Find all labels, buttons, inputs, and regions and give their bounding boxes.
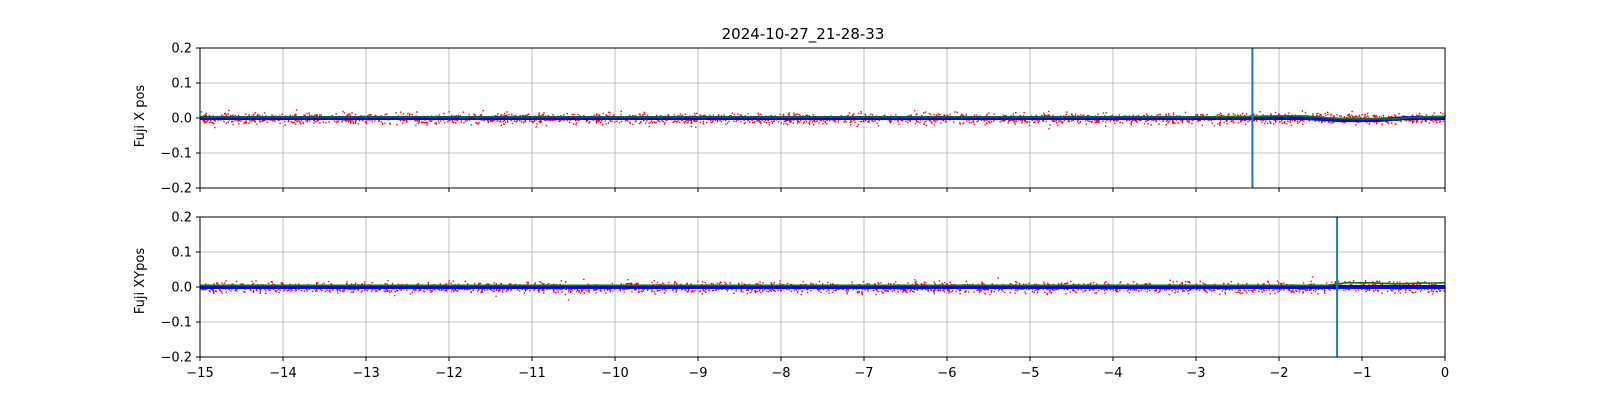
blue-band-line xyxy=(200,116,1445,123)
yticks-bottom: −0.2 −0.1 0.0 0.1 0.2 xyxy=(160,211,200,366)
x-tick-label: −5 xyxy=(1020,366,1039,381)
x-tick-label: −15 xyxy=(186,366,213,381)
x-tick-label: −8 xyxy=(771,366,790,381)
x-tick-label: −1 xyxy=(1352,366,1371,381)
chart-title: 2024-10-27_21-28-33 xyxy=(722,25,885,44)
green-trend-line xyxy=(200,115,1446,120)
xticks-top xyxy=(199,188,1446,192)
y-tick-label: −0.1 xyxy=(160,147,192,162)
scatter-top xyxy=(200,109,1447,130)
green-trend-line xyxy=(200,282,1446,287)
x-tick-label: −4 xyxy=(1103,366,1122,381)
y-tick-label: 0.1 xyxy=(171,77,192,92)
red-scatter-points xyxy=(200,109,1447,130)
x-tick-label: −13 xyxy=(352,366,379,381)
ylabel-top: Fuji X pos xyxy=(133,85,148,148)
y-tick-label: 0.2 xyxy=(171,42,192,57)
panel-fuji-xypos: −0.2−0.10.00.10.2 −15 −14 −13 −12 −11 −10 −9 −8… xyxy=(133,211,1449,382)
x-tick-label: −11 xyxy=(518,366,545,381)
yticks-top: −0.2 −0.1 0.0 0.1 0.2 xyxy=(160,42,200,197)
y-tick-label: 0.1 xyxy=(171,246,192,261)
x-tick-label: −9 xyxy=(688,366,707,381)
lines-bottom xyxy=(200,282,1446,289)
x-tick-label: −2 xyxy=(1269,366,1288,381)
x-tick-label: −12 xyxy=(435,366,462,381)
x-tick-label: 0 xyxy=(1441,366,1449,381)
y-tick-label: −0.1 xyxy=(160,316,192,331)
y-tick-label: 0.0 xyxy=(171,112,192,127)
xticks-bottom: −15 −14 −13 −12 −11 −10 −9 −8 −7 −6 −5 −4 −3 −2 −1 0 xyxy=(186,357,1449,381)
x-tick-label: −14 xyxy=(269,366,296,381)
y-tick-label: 0.2 xyxy=(171,211,192,226)
x-tick-label: −6 xyxy=(937,366,956,381)
ylabel-bottom: Fuji XYpos xyxy=(133,248,148,314)
x-tick-label: −10 xyxy=(601,366,628,381)
x-tick-label: −7 xyxy=(854,366,873,381)
y-tick-label: −0.2 xyxy=(160,351,192,366)
panel-fuji-x-pos: −0.2 −0.1 0.0 0.1 0.2 Fuji X pos xyxy=(133,42,1447,197)
x-tick-label: −3 xyxy=(1186,366,1205,381)
lines-top xyxy=(200,115,1446,123)
y-tick-label: −0.2 xyxy=(160,182,192,197)
y-tick-label: 0.0 xyxy=(171,281,192,296)
